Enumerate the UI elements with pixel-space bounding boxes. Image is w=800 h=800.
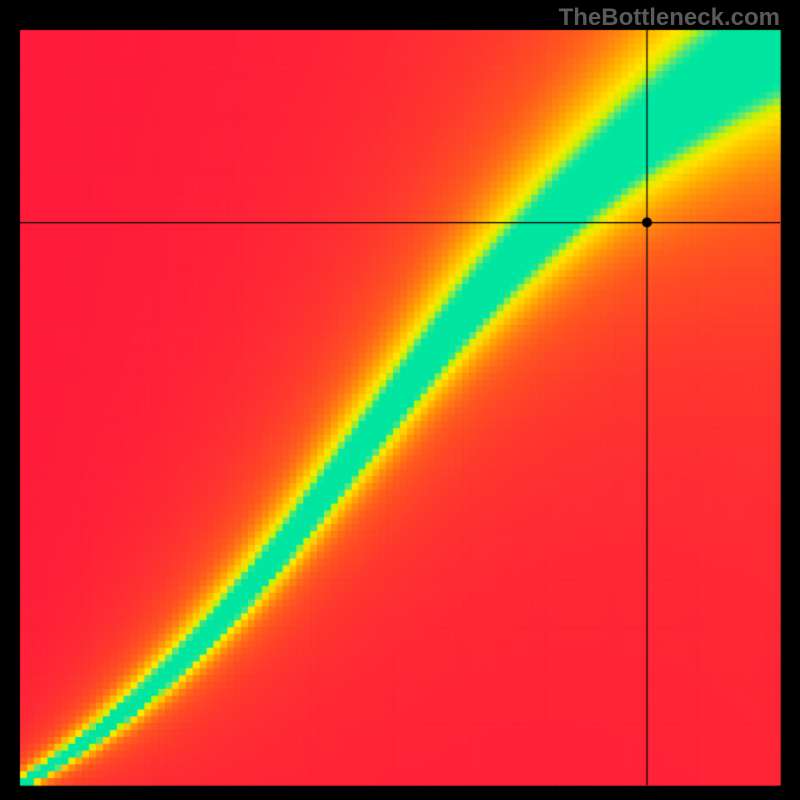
attribution-text: TheBottleneck.com	[559, 4, 780, 32]
bottleneck-heatmap	[0, 0, 800, 800]
